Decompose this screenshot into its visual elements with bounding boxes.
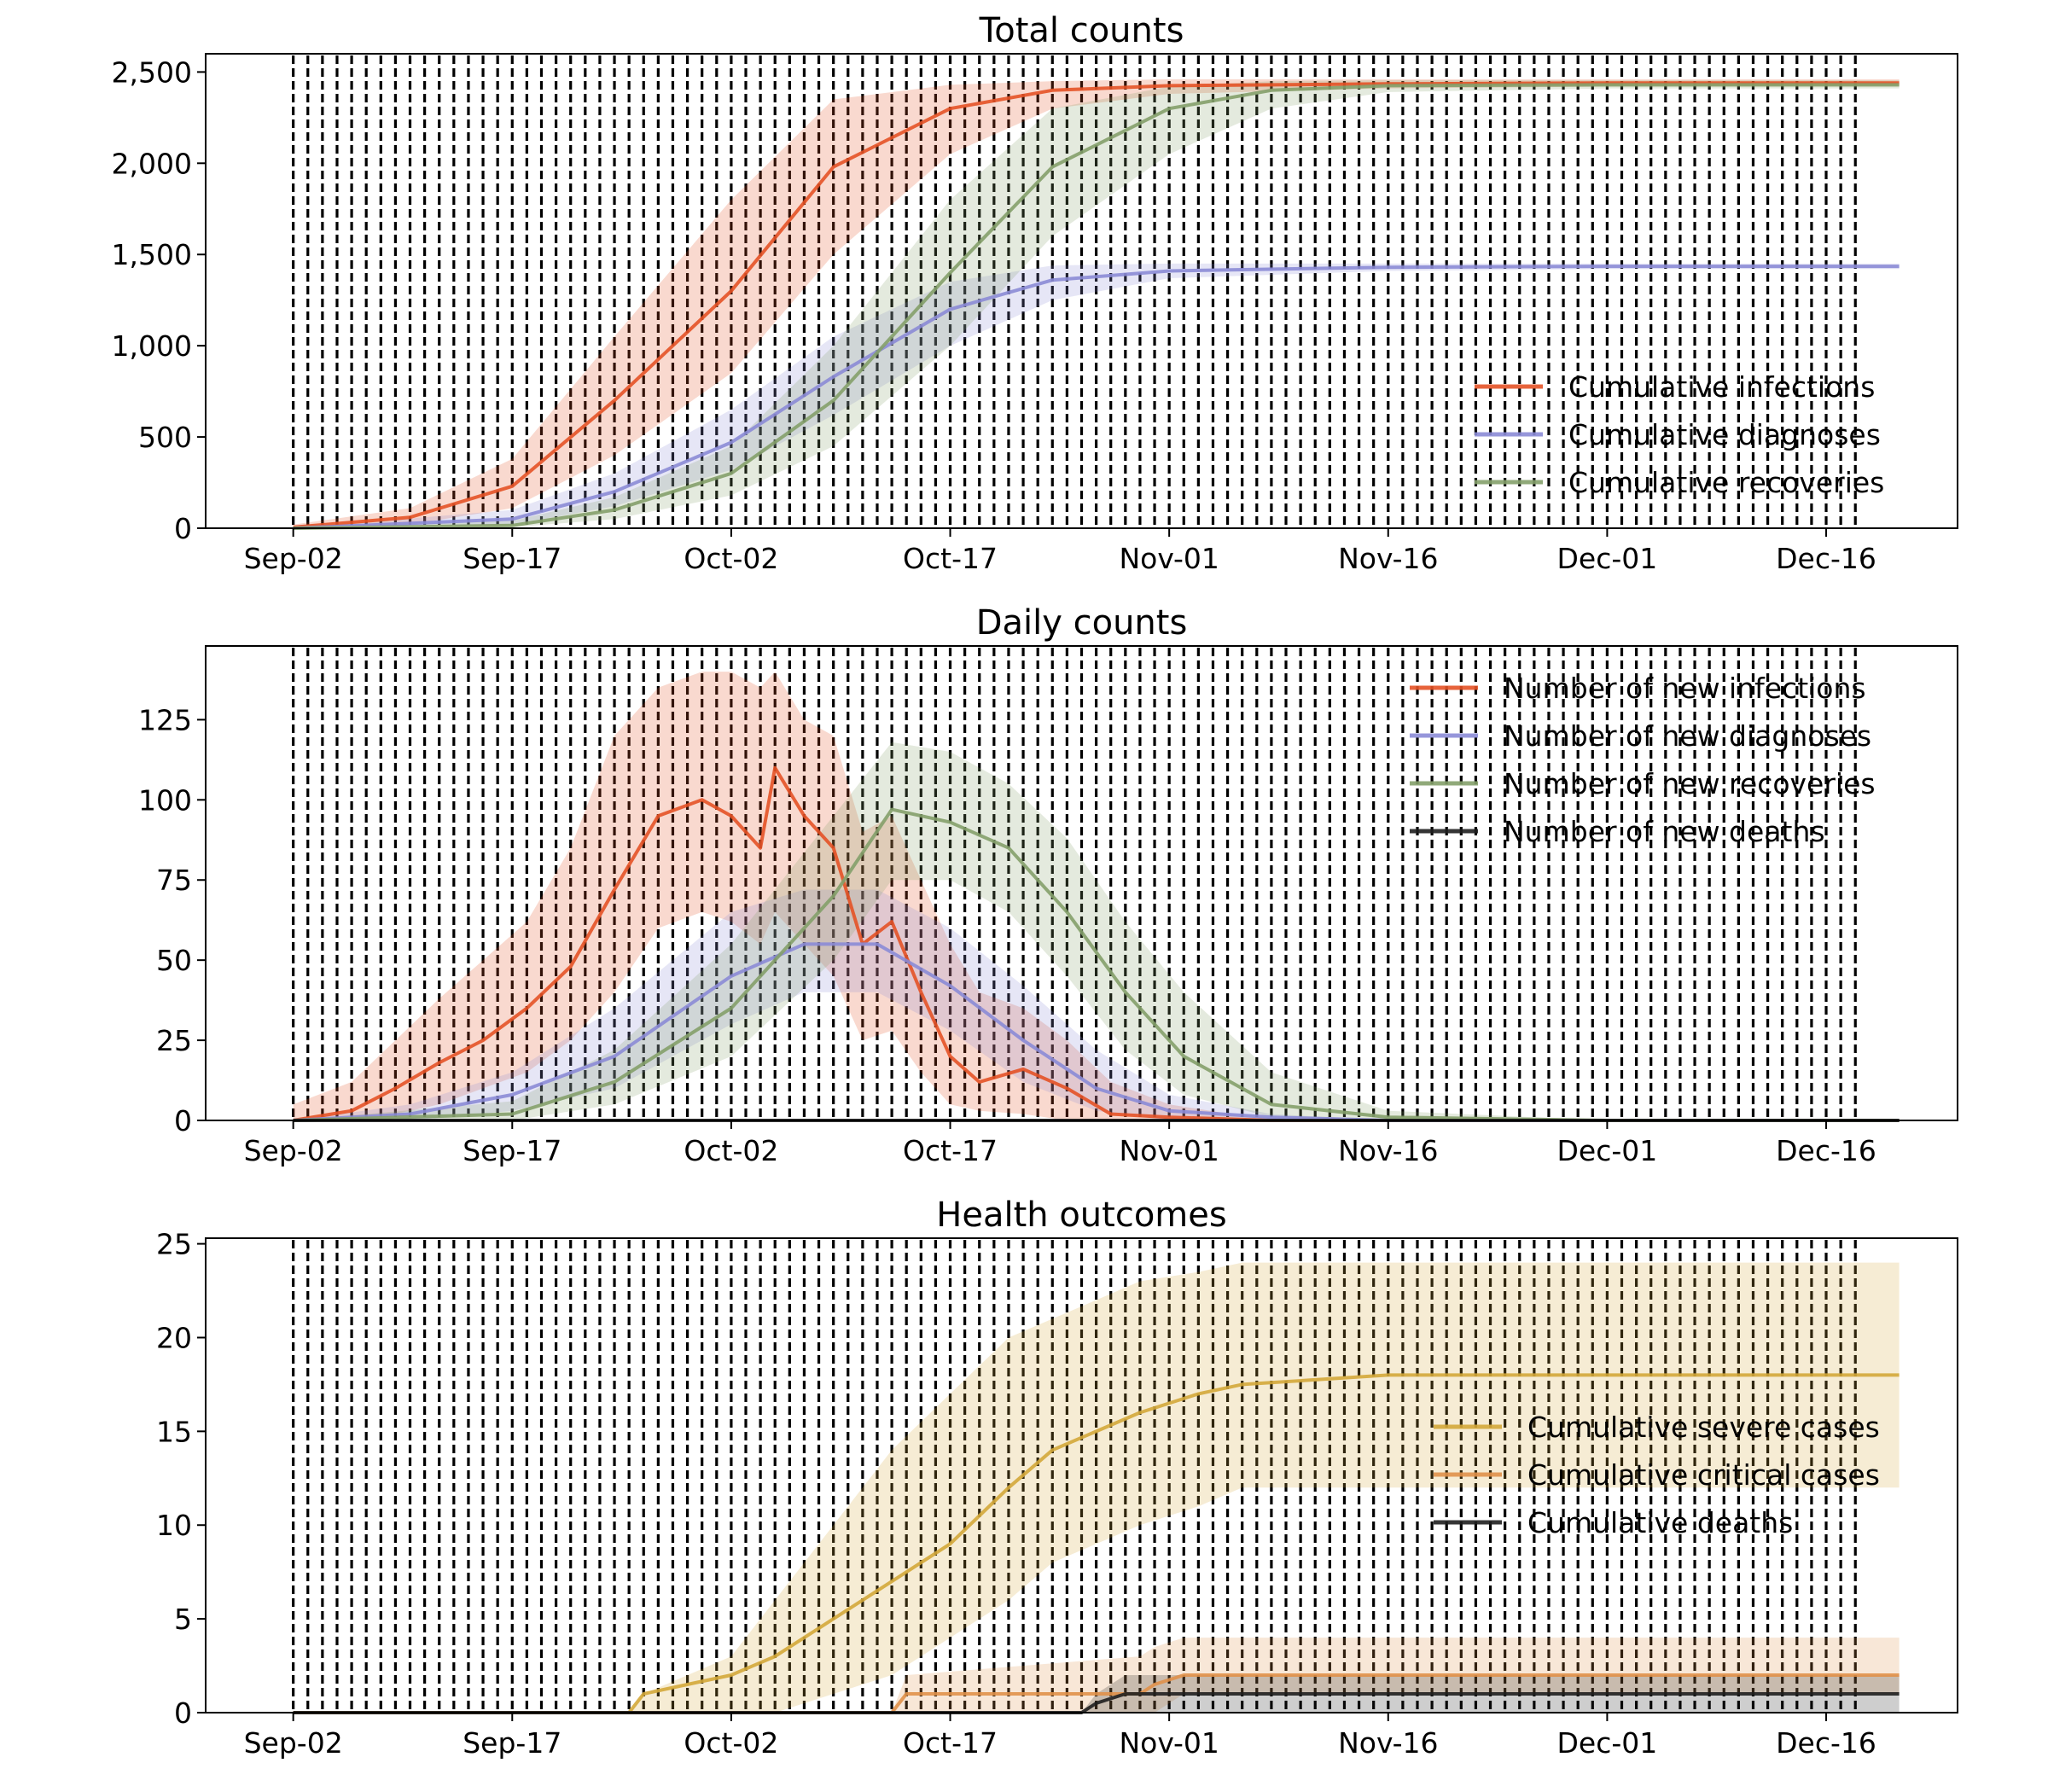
y-tick-label: 25 [156,1024,192,1057]
x-tick-label: Sep-02 [244,542,343,575]
x-tick-label: Nov-16 [1338,542,1438,575]
y-tick-label: 10 [156,1509,192,1542]
x-tick-label: Sep-17 [463,542,561,575]
legend-label: Cumulative diagnoses [1568,418,1881,451]
intervention-lines [292,648,1857,1120]
y-tick-label: 0 [174,512,192,545]
chart-panel-3: Health outcomes 0 5 10 15 20 25 Sep-02 Sep-17 Oct… [156,1196,1958,1760]
x-tick-label: Sep-17 [463,1134,561,1167]
x-tick-label: Nov-01 [1119,542,1219,575]
x-tick-label: Dec-16 [1776,1134,1876,1167]
series-line-critical [293,1673,1900,1714]
y-tick-label: 25 [156,1228,192,1261]
y-tick-label: 2,000 [112,147,192,180]
chart-title: Total counts [979,11,1184,50]
axes-frame [205,1237,1958,1713]
x-tick-label: Oct-17 [903,1726,998,1760]
legend-label: Number of new infections [1504,672,1866,705]
x-tick-label: Nov-01 [1119,1134,1219,1167]
legend-label: Cumulative severe cases [1527,1411,1880,1444]
series-line-severe [293,1373,1900,1714]
chart-title: Daily counts [976,603,1188,643]
chart-panel-2: Daily counts 0 25 50 75 100 125 Sep-02 Sep-17 Oct… [138,603,1958,1167]
x-tick-label: Nov-16 [1338,1726,1438,1760]
x-tick-label: Dec-16 [1776,1726,1876,1760]
x-tick-label: Dec-01 [1557,1134,1658,1167]
series-band-diagnoses [293,263,1900,528]
y-tick-label: 1,500 [112,238,192,271]
series-line-infections [293,765,1900,1122]
x-tick-label: Sep-17 [463,1726,561,1760]
x-tick-label: Oct-17 [903,1134,998,1167]
legend-label: Cumulative infections [1568,370,1875,404]
axes-frame [205,53,1958,529]
series-band-recoveries [293,742,1900,1120]
x-tick-label: Nov-16 [1338,1134,1438,1167]
x-tick-label: Dec-16 [1776,542,1876,575]
series-line-recoveries [293,83,1900,530]
intervention-lines [292,55,1857,528]
y-tick-label: 75 [156,864,192,897]
chart-panel-1: Total counts 0 500 1,000 1,500 2,000 2,500 Sep-… [112,11,1958,575]
y-tick-label: 125 [138,703,192,736]
y-tick-label: 0 [174,1696,192,1730]
legend-label: Number of new deaths [1504,815,1825,848]
legend: Cumulative infections Cumulative diagnose… [1475,370,1884,499]
series-line-infections [293,81,1900,529]
y-tick-label: 15 [156,1415,192,1448]
legend-label: Cumulative deaths [1527,1506,1793,1539]
y-tick-label: 500 [138,421,192,454]
x-tick-label: Oct-17 [903,542,998,575]
legend: Cumulative severe cases Cumulative critic… [1434,1411,1880,1539]
y-tick-label: 2,500 [112,55,192,89]
x-tick-label: Nov-01 [1119,1726,1219,1760]
series-line-deaths [293,1692,1900,1714]
legend-label: Number of new recoveries [1504,767,1876,800]
series-line-diagnoses [293,265,1900,530]
legend-label: Cumulative recoveries [1568,466,1884,499]
y-tick-label: 50 [156,944,192,977]
chart-title: Health outcomes [936,1196,1226,1235]
x-tick-label: Oct-02 [684,542,778,575]
legend-label: Number of new diagnoses [1504,719,1871,753]
axes-frame [205,645,1958,1121]
legend: Number of new infections Number of new di… [1410,672,1876,848]
y-tick-label: 1,000 [112,329,192,363]
series-band-critical [293,1638,1900,1713]
y-tick-label: 20 [156,1321,192,1354]
x-tick-label: Dec-01 [1557,542,1658,575]
series-band-diagnoses [293,889,1900,1120]
y-tick-label: 5 [174,1603,192,1636]
legend-label: Cumulative critical cases [1527,1458,1880,1492]
x-tick-label: Oct-02 [684,1726,778,1760]
y-tick-label: 0 [174,1104,192,1137]
x-tick-label: Sep-02 [244,1134,343,1167]
series-band-recoveries [293,80,1900,528]
x-tick-label: Dec-01 [1557,1726,1658,1760]
y-tick-label: 100 [138,783,192,817]
x-tick-label: Oct-02 [684,1134,778,1167]
x-tick-label: Sep-02 [244,1726,343,1760]
series-band-infections [293,672,1900,1120]
